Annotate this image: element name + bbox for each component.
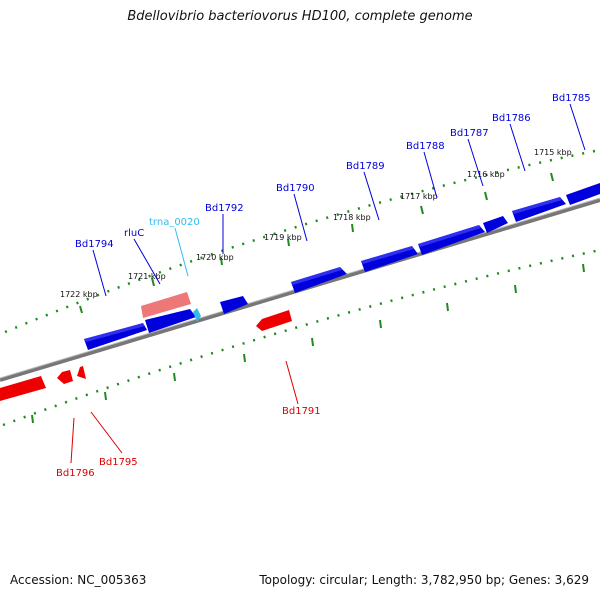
- gene-bd1789-arrow[interactable]: [361, 246, 418, 272]
- outer-scale-track: [4, 148, 600, 334]
- gene-shade: [418, 225, 481, 247]
- major-tick: [550, 172, 554, 182]
- gene-shade: [512, 197, 562, 214]
- genome-summary-text: Topology: circular; Length: 3,782,950 bp…: [259, 573, 589, 587]
- leader-line: [363, 171, 380, 221]
- leader-line: [133, 238, 161, 285]
- gene-bd1796-arrow[interactable]: [0, 376, 46, 401]
- scale-label: 1722 kbp: [60, 290, 98, 299]
- leader-line: [70, 417, 75, 464]
- major-tick: [420, 205, 424, 215]
- leader-line: [509, 123, 526, 172]
- label-rluc: rluC: [124, 228, 144, 239]
- leader-line: [285, 360, 299, 405]
- scale-label: 1719 kbp: [264, 233, 302, 242]
- gene-bd1785-arrow[interactable]: [566, 183, 600, 205]
- label-bd1795: Bd1795: [99, 457, 138, 468]
- major-tick: [79, 305, 83, 314]
- leader-line: [92, 249, 107, 297]
- major-tick: [446, 302, 449, 312]
- gene-shading: [84, 197, 562, 342]
- major-tick: [173, 372, 176, 382]
- leader-line: [90, 411, 123, 454]
- label-bd1786: Bd1786: [492, 113, 531, 124]
- scale-label: 1721 kbp: [128, 272, 166, 281]
- label-bd1794: Bd1794: [75, 239, 114, 250]
- major-tick: [31, 414, 34, 424]
- gene-bd1792-arrow[interactable]: [220, 296, 248, 314]
- leader-line: [174, 227, 189, 277]
- gene-bd1788-arrow[interactable]: [418, 225, 485, 255]
- gene-rluc-arrow[interactable]: [145, 309, 196, 333]
- forward-genes: [84, 183, 600, 350]
- major-tick: [287, 238, 290, 247]
- leader-line: [423, 151, 438, 199]
- accession-text: Accession: NC_005363: [10, 573, 147, 587]
- scale-label: 1716 kbp: [467, 170, 505, 179]
- gene-bd1791-arrow[interactable]: [256, 310, 292, 331]
- gene-bd1795-arrow[interactable]: [57, 370, 73, 384]
- reverse-genes: [0, 310, 292, 401]
- major-tick: [243, 353, 246, 363]
- label-bd1791: Bd1791: [282, 406, 321, 417]
- map-title: Bdellovibrio bacteriovorus HD100, comple…: [127, 9, 473, 24]
- label-trna-0020: trna_0020: [149, 217, 200, 228]
- major-tick: [379, 319, 382, 329]
- scale-label: 1717 kbp: [400, 192, 438, 201]
- leader-line: [569, 103, 586, 151]
- gene-bd1790-arrow[interactable]: [291, 267, 347, 293]
- reverse-gene-small-arrow[interactable]: [77, 366, 86, 379]
- pseudo-gene-arrow[interactable]: [141, 292, 191, 318]
- scale-label: 1718 kbp: [333, 213, 371, 222]
- outer-major-ticks: [79, 172, 554, 314]
- feature-labels: Bd1794 rluC trna_0020 Bd1792 Bd1790 Bd17…: [56, 93, 591, 479]
- trna-0020-arrow[interactable]: [193, 308, 201, 322]
- scale-label: 1715 kbp: [534, 148, 572, 157]
- major-tick: [484, 191, 488, 201]
- label-bd1785: Bd1785: [552, 93, 591, 104]
- major-tick: [514, 284, 517, 294]
- inner-major-ticks: [31, 263, 585, 424]
- gene-bd1794-arrow[interactable]: [84, 323, 147, 350]
- major-tick: [151, 277, 155, 287]
- gene-bd1787-arrow[interactable]: [483, 216, 508, 233]
- label-bd1796: Bd1796: [56, 468, 95, 479]
- major-tick: [220, 257, 223, 266]
- gene-shade: [84, 323, 145, 342]
- label-bd1790: Bd1790: [276, 183, 315, 194]
- gene-shade: [291, 267, 342, 285]
- leader-line: [467, 138, 484, 187]
- inner-scale-track: [2, 248, 600, 427]
- gene-shade: [361, 246, 414, 264]
- leader-lines: [70, 103, 586, 464]
- major-tick: [311, 337, 314, 347]
- label-bd1788: Bd1788: [406, 141, 445, 152]
- label-bd1789: Bd1789: [346, 161, 385, 172]
- label-bd1792: Bd1792: [205, 203, 244, 214]
- major-tick: [582, 263, 585, 273]
- major-tick: [104, 391, 107, 401]
- scale-label: 1720 kbp: [196, 253, 234, 262]
- scale-labels: 1722 kbp 1721 kbp 1720 kbp 1719 kbp 1718…: [60, 148, 572, 299]
- label-bd1787: Bd1787: [450, 128, 489, 139]
- leader-line: [293, 193, 308, 242]
- major-tick: [351, 223, 354, 233]
- gene-bd1786-arrow[interactable]: [512, 197, 566, 222]
